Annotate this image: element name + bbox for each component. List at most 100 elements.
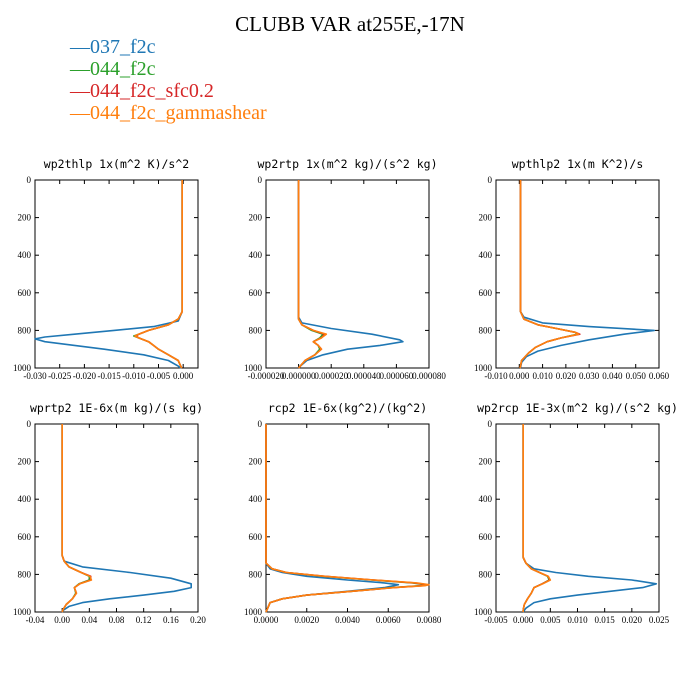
y-tick-label: 400: [249, 250, 263, 260]
y-tick-label: 600: [249, 532, 263, 542]
x-tick-label: -0.030: [23, 371, 47, 381]
legend-item-044-f2c: —044_f2c: [70, 58, 267, 80]
x-tick-label: 0.0020: [294, 615, 319, 625]
series-line-044_f2c_sfc0.2: [265, 424, 428, 613]
x-tick-label: 0.015: [595, 615, 616, 625]
x-tick-label: 0.010: [567, 615, 588, 625]
x-tick-label: -0.020: [73, 371, 97, 381]
y-tick-label: 800: [479, 325, 493, 335]
x-tick-label: 0.005: [540, 615, 561, 625]
series-line-044_f2c: [61, 424, 91, 613]
series-line-044_f2c_gammashear: [134, 180, 183, 369]
series-line-044_f2c_gammashear: [61, 424, 93, 613]
y-tick-label: 600: [479, 532, 493, 542]
legend-label: 037_f2c: [90, 36, 156, 58]
x-tick-label: -0.005: [484, 615, 508, 625]
y-tick-label: 200: [18, 457, 32, 467]
panel-title: wp2rcp 1E-3x(m^2 kg)/(s^2 kg): [477, 401, 678, 415]
x-tick-label: -0.010: [484, 371, 508, 381]
y-tick-label: 0: [27, 175, 32, 185]
panel-5: rcp2 1E-6x(kg^2)/(kg^2) 0 200 400 600 800 1000…: [244, 401, 442, 625]
series-line-044_f2c_sfc0.2: [297, 180, 326, 369]
y-tick-label: 200: [249, 213, 263, 223]
x-tick-label: 0.000060: [380, 371, 414, 381]
x-tick-label: 0.000040: [347, 371, 381, 381]
x-tick-label: 0.050: [626, 371, 647, 381]
x-tick-label: 0.000: [509, 371, 530, 381]
plot-frame: [495, 179, 660, 369]
x-tick-label: 0.000: [513, 615, 534, 625]
panel-6: wp2rcp 1E-3x(m^2 kg)/(s^2 kg) 0 200 400 600 8…: [474, 401, 678, 625]
plot-frame: [34, 179, 199, 369]
y-tick-label: 400: [18, 250, 32, 260]
y-tick-label: 0: [488, 419, 493, 429]
y-tick-label: 1000: [13, 363, 32, 373]
x-tick-label: 0.060: [649, 371, 670, 381]
x-tick-label: 0.12: [136, 615, 152, 625]
y-tick-label: 800: [249, 569, 263, 579]
y-tick-label: 600: [18, 532, 32, 542]
y-tick-label: 600: [249, 288, 263, 298]
x-tick-label: 0.0080: [417, 615, 442, 625]
x-tick-label: 0.040: [602, 371, 623, 381]
x-tick-label: 0.000: [173, 371, 194, 381]
plot-frame: [34, 423, 199, 613]
figure-title: CLUBB VAR at255E,-17N: [235, 12, 465, 36]
y-tick-label: 0: [27, 419, 32, 429]
x-tick-label: -0.015: [97, 371, 121, 381]
x-tick-label: 0.000000: [282, 371, 316, 381]
legend-label: 044_f2c: [90, 58, 156, 80]
x-tick-label: 0.025: [649, 615, 670, 625]
y-tick-label: 200: [479, 457, 493, 467]
series-line-044_f2c_gammashear: [522, 424, 552, 612]
series-line-037_f2c: [34, 180, 183, 369]
x-tick-label: 0.08: [109, 615, 125, 625]
panel-3: wpthlp2 1x(m K^2)/s 0 200 400 600 800 1000-0.0…: [474, 157, 670, 381]
legend-label: 044_f2c_sfc0.2: [90, 80, 214, 102]
y-tick-label: 1000: [474, 607, 493, 617]
x-tick-label: -0.04: [26, 615, 45, 625]
panel-title: wprtp2 1E-6x(m kg)/(s kg): [30, 401, 203, 415]
x-tick-label: 0.00: [54, 615, 70, 625]
y-tick-label: 400: [18, 494, 32, 504]
y-tick-label: 400: [479, 250, 493, 260]
x-tick-label: 0.020: [622, 615, 643, 625]
series-line-044_f2c: [265, 424, 426, 613]
panel-4: wprtp2 1E-6x(m kg)/(s kg) 0 200 400 600 800 10…: [13, 401, 206, 625]
panel-title: rcp2 1E-6x(kg^2)/(kg^2): [268, 401, 427, 415]
series-line-044_f2c_sfc0.2: [522, 424, 551, 612]
x-tick-label: -0.010: [122, 371, 146, 381]
x-tick-label: -0.000020: [248, 371, 285, 381]
series-line-044_f2c_sfc0.2: [519, 180, 581, 369]
plot-frame: [265, 423, 430, 613]
x-tick-label: 0.010: [532, 371, 553, 381]
y-tick-label: 800: [479, 569, 493, 579]
x-tick-label: -0.005: [147, 371, 171, 381]
x-tick-label: 0.0060: [376, 615, 401, 625]
series-line-044_f2c: [297, 180, 324, 369]
y-tick-label: 200: [249, 457, 263, 467]
x-tick-label: -0.025: [48, 371, 72, 381]
y-tick-label: 800: [249, 325, 263, 335]
legend-item-044-f2c-gammashear: —044_f2c_gammashear: [70, 102, 267, 124]
panel-title: wp2rtp 1x(m^2 kg)/(s^2 kg): [257, 157, 437, 171]
series-line-044_f2c: [519, 180, 579, 369]
x-tick-label: 0.16: [163, 615, 179, 625]
x-tick-label: 0.0040: [335, 615, 360, 625]
series-line-037_f2c: [61, 424, 192, 613]
legend: —037_f2c —044_f2c —044_f2c_sfc0.2 —044_f…: [70, 36, 267, 124]
y-tick-label: 1000: [474, 363, 493, 373]
x-tick-label: 0.000080: [412, 371, 446, 381]
x-tick-label: 0.04: [81, 615, 97, 625]
y-tick-label: 600: [479, 288, 493, 298]
series-line-037_f2c: [519, 180, 656, 369]
series-line-044_f2c: [522, 424, 551, 612]
panel-title: wp2thlp 1x(m^2 K)/s^2: [44, 157, 189, 171]
x-tick-label: 0.020: [556, 371, 577, 381]
y-tick-label: 1000: [244, 363, 263, 373]
plot-frame: [265, 179, 430, 369]
y-tick-label: 0: [258, 419, 263, 429]
y-tick-label: 0: [258, 175, 263, 185]
series-line-044_f2c_gammashear: [519, 180, 580, 369]
